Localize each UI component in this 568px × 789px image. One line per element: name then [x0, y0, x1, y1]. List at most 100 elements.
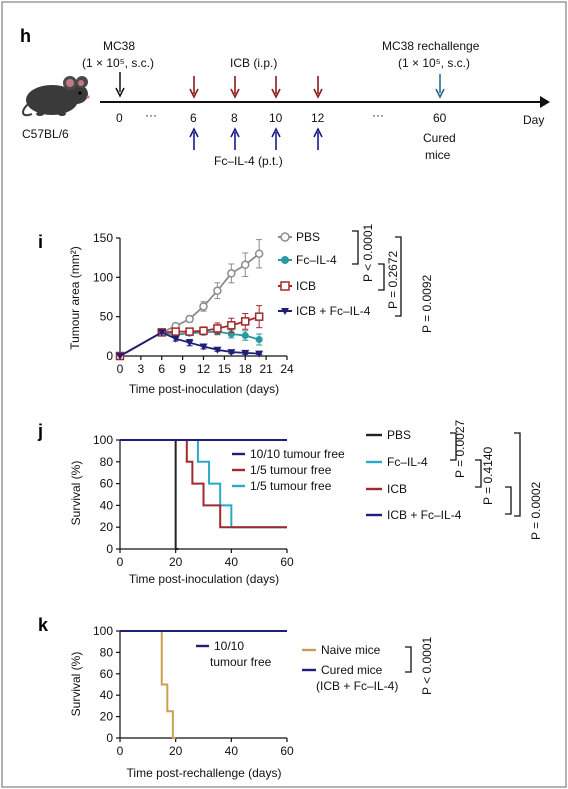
panel-j-ylabel: Survival (%): [69, 461, 83, 526]
p-value-j-3: P = 0.0002: [529, 482, 543, 540]
panel-j-annotations: 10/10 tumour free 1/5 tumour free 1/5 tu…: [232, 447, 345, 493]
panel-j-letter: j: [37, 421, 43, 441]
panel-j-x-tick-label: 60: [280, 555, 294, 569]
panel-k-letter: k: [38, 615, 49, 635]
legend-marker-icb: [280, 281, 290, 291]
panel-k-legend: Naive mice Cured mice (ICB + Fc–IL-4): [302, 643, 398, 693]
timeline-tick: 6: [190, 111, 197, 125]
panel-i-plot: [115, 239, 264, 361]
mouse-illustration: [22, 76, 90, 117]
panel-j-x-tick-label: 40: [225, 555, 239, 569]
panel-k-x-tick-label: 40: [225, 744, 239, 758]
panel-j-y-tick-label: 80: [100, 455, 114, 469]
panel-i: i Tumour area (mm²) Time post-inoculatio…: [38, 224, 434, 396]
timeline-arrowhead: [540, 96, 550, 108]
panel-k-ylabel: Survival (%): [69, 652, 83, 717]
data-point-pbs: [185, 314, 194, 324]
data-point-icb-fc-il-4: [213, 346, 222, 354]
legend-j-combo: ICB + Fc–IL-4: [387, 508, 462, 522]
panel-k: k Survival (%) Time post-rechallenge (da…: [38, 615, 434, 780]
panel-j-x-tick-label: 20: [169, 555, 183, 569]
panel-k-x-tick-label: 60: [280, 744, 294, 758]
icb-arrows: [189, 76, 323, 99]
annotation-k-1: 10/10: [214, 639, 244, 653]
panel-h-letter: h: [20, 26, 31, 46]
legend-k-cured: Cured mice: [321, 663, 383, 677]
panel-j-legend: PBS Fc–IL-4 ICB ICB + Fc–IL-4: [366, 428, 462, 522]
data-point-icb: [199, 326, 208, 336]
panel-k-axes: 0 20 40 60 0 20 40 60 80 100: [93, 624, 294, 758]
panel-i-x-tick-label: 12: [197, 362, 211, 376]
panel-k-annotation: 10/10 tumour free: [196, 639, 272, 669]
legend-marker-combo: [281, 308, 289, 315]
data-point-icb-fc-il-4: [157, 329, 166, 337]
panel-k-y-tick-label: 80: [100, 645, 114, 659]
legend-marker-pbs: [280, 232, 290, 242]
mc38-label: MC38: [103, 39, 135, 53]
timeline-tick: 0: [116, 111, 123, 125]
panel-k-plot: [120, 630, 287, 739]
panel-j-y-tick-label: 40: [100, 498, 114, 512]
panel-i-y-tick-label: 100: [93, 270, 113, 284]
panel-k-x-tick-label: 20: [169, 744, 183, 758]
data-point-icb-fc-il-4: [116, 353, 124, 360]
data-point-icb-fc-il-4: [241, 349, 250, 357]
panel-j-y-tick-label: 60: [100, 477, 114, 491]
legend-k-cured-sub: (ICB + Fc–IL-4): [316, 679, 398, 693]
panel-i-x-tick-label: 18: [239, 362, 253, 376]
fc-il4-label: Fc–IL-4 (p.t.): [214, 154, 283, 168]
timeline-tick: 12: [311, 111, 325, 125]
data-point-icb-fc-il-4: [227, 349, 236, 357]
panel-i-y-tick-label: 150: [93, 231, 113, 245]
data-point-fc-il-4: [241, 332, 249, 340]
data-point-pbs: [241, 260, 250, 269]
survival-curve-naive-mice: [120, 630, 176, 739]
panel-i-x-tick-label: 9: [179, 362, 186, 376]
annotation-combo-tumour-free: 10/10 tumour free: [250, 447, 345, 461]
panel-k-y-tick-label: 100: [93, 624, 113, 638]
panel-j-y-tick-label: 100: [93, 433, 113, 447]
panel-j-y-tick-label: 20: [100, 520, 114, 534]
timeline-tick: ···: [372, 108, 384, 122]
panel-i-brackets: [352, 230, 402, 317]
panel-i-x-tick-label: 3: [138, 362, 145, 376]
p-value-i-2: P = 0.2672: [386, 251, 400, 309]
p-value-j-1: P = 0.0027: [453, 420, 467, 478]
data-point-icb: [213, 324, 222, 333]
panel-j-brackets: [450, 432, 521, 517]
data-point-pbs: [213, 286, 222, 295]
data-point-pbs: [199, 302, 208, 311]
panel-i-x-tick-label: 15: [218, 362, 232, 376]
data-point-icb: [171, 327, 180, 336]
panel-k-y-tick-label: 40: [100, 688, 114, 702]
annotation-k-2: tumour free: [210, 655, 272, 669]
rechallenge-arrow-head: [435, 88, 445, 99]
survival-curve-icb: [120, 439, 287, 529]
panel-j-xlabel: Time post-inoculation (days): [129, 572, 279, 586]
panel-j: j Survival (%) Time post-inoculation (da…: [37, 420, 543, 586]
legend-j-fc: Fc–IL-4: [387, 455, 428, 469]
survival-curve-pbs: [120, 439, 179, 550]
panel-i-x-tick-label: 0: [117, 362, 124, 376]
icb-label: ICB (i.p.): [230, 56, 277, 70]
data-point-icb-fc-il-4: [171, 335, 180, 343]
legend-label-fc: Fc–IL-4: [296, 253, 337, 267]
data-point-pbs: [254, 249, 264, 258]
panel-i-xlabel: Time post-inoculation (days): [129, 382, 279, 396]
panel-k-y-tick-label: 60: [100, 667, 114, 681]
annotation-fc-tumour-free: 1/5 tumour free: [250, 479, 332, 493]
p-value-k: P < 0.0001: [420, 637, 434, 695]
panel-k-xlabel: Time post-rechallenge (days): [127, 766, 282, 780]
panel-i-y-tick-label: 0: [106, 349, 113, 363]
mc38-arrow-head: [115, 87, 125, 98]
p-value-i-1: P < 0.0001: [361, 224, 375, 282]
rechallenge-label: MC38 rechallenge: [382, 39, 480, 53]
p-value-j-2: P = 0.4140: [481, 447, 495, 505]
data-point-pbs: [227, 269, 236, 278]
panel-j-axes: 0 20 40 60 0 20 40 60 80 100: [93, 433, 294, 569]
survival-curve-fc-il-4: [120, 439, 287, 529]
panel-i-ylabel: Tumour area (mm²): [68, 246, 82, 350]
